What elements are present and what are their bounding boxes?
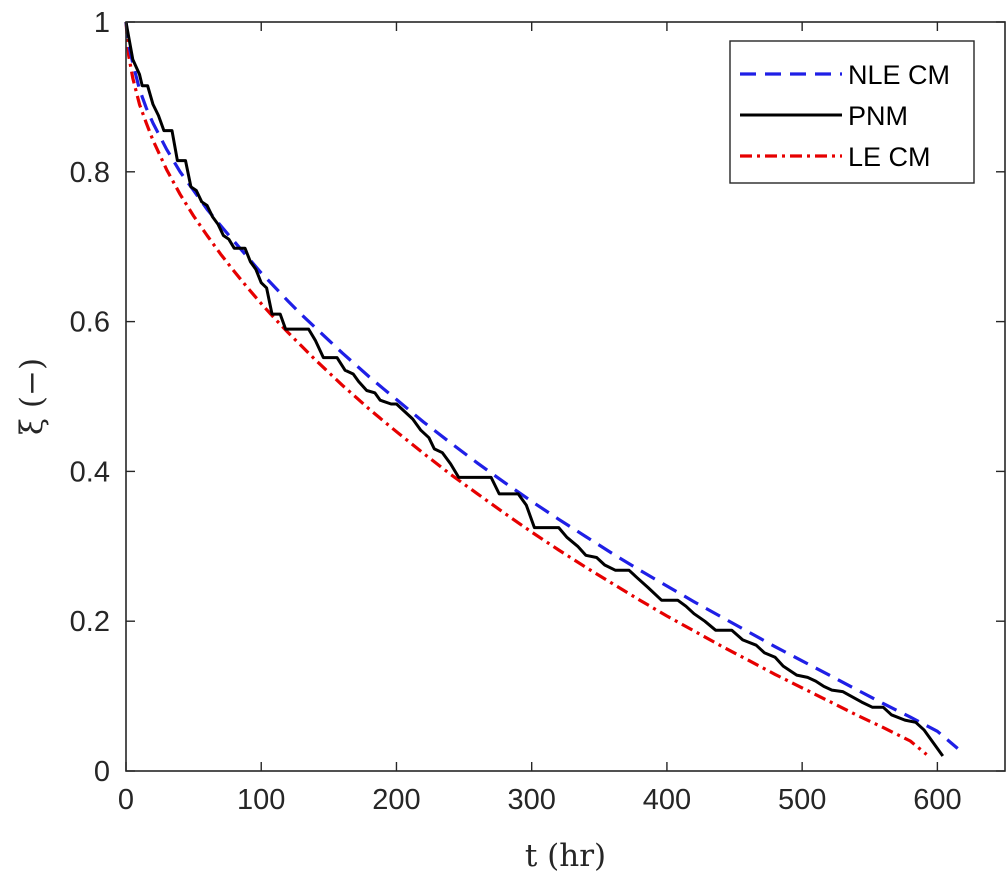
x-tick-label: 200 [372, 784, 420, 816]
axes: 0 100 200 300 400 500 600 0 0.2 0.4 0.6 0.8 1 [70, 7, 1006, 816]
plot-area [124, 21, 959, 757]
legend-label-nle-cm: NLE CM [848, 60, 950, 90]
legend-label-le-cm: LE CM [848, 142, 931, 172]
y-tick-label: 0.2 [70, 606, 110, 638]
legend-label-pnm: PNM [848, 101, 908, 131]
x-tick-label: 0 [118, 784, 134, 816]
y-tick-label: 0 [94, 756, 110, 788]
x-axis-label: t (hr) [525, 838, 606, 874]
series-line-le-cm [124, 21, 928, 756]
x-tick-label: 100 [237, 784, 285, 816]
x-tick-label: 300 [507, 784, 555, 816]
legend: NLE CM PNM LE CM [729, 40, 975, 184]
x-tick-label: 400 [643, 784, 691, 816]
y-tick-label: 0.8 [70, 157, 110, 189]
axes-box [125, 21, 1006, 772]
legend-box [729, 40, 975, 184]
series-line-pnm [124, 21, 945, 757]
y-axis-label: ξ (−) [14, 358, 50, 435]
y-tick-label: 0.4 [70, 456, 110, 488]
y-tick-label: 0.6 [70, 307, 110, 339]
series-line-nle-cm [124, 21, 959, 750]
y-tick-label: 1 [94, 7, 110, 39]
x-tick-label: 500 [778, 784, 826, 816]
x-tick-label: 600 [913, 784, 961, 816]
